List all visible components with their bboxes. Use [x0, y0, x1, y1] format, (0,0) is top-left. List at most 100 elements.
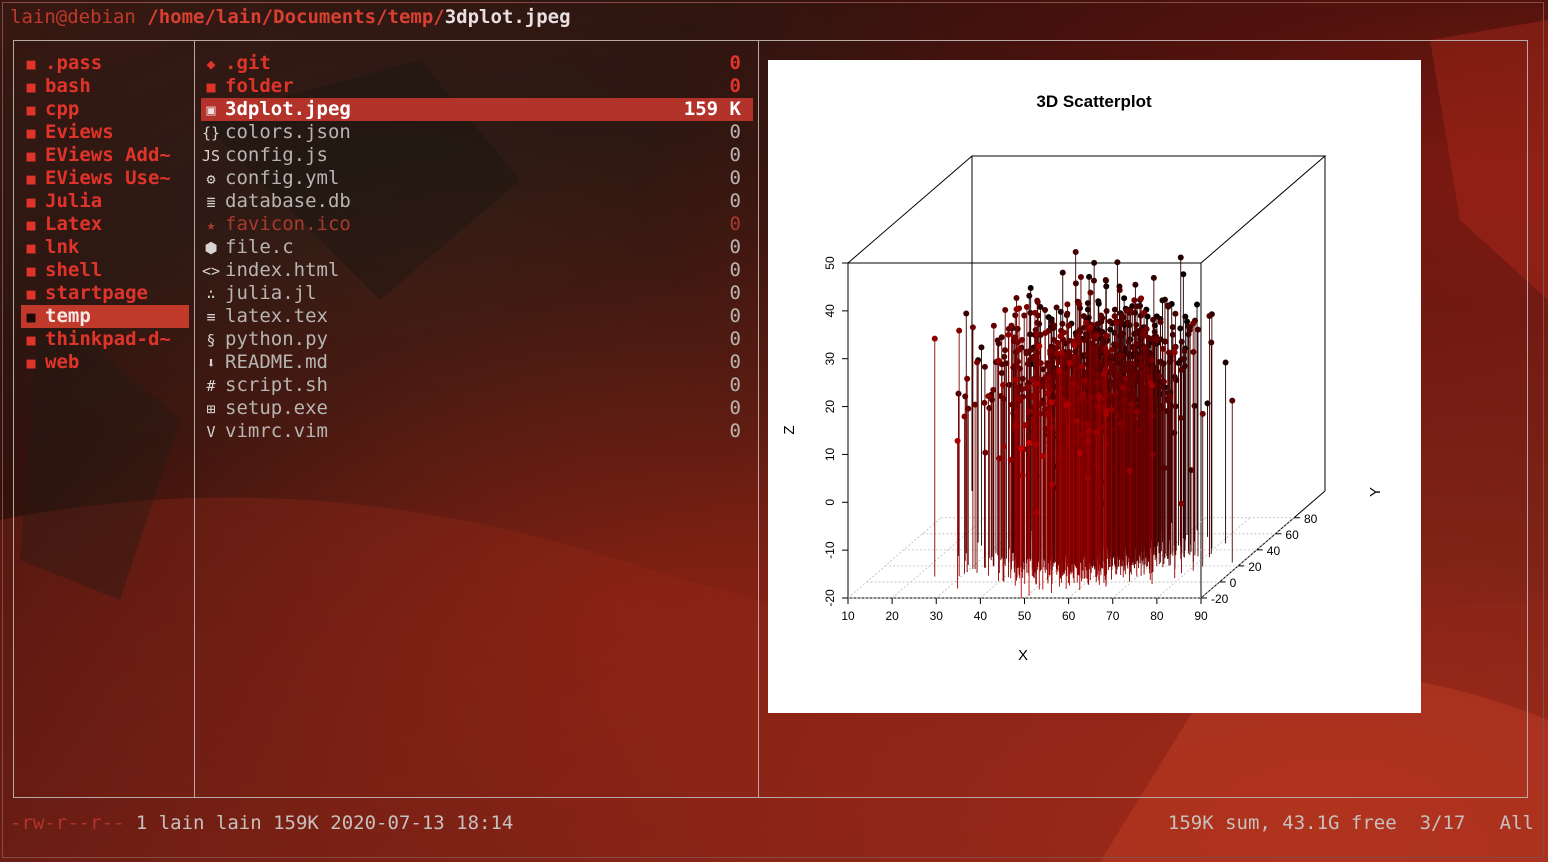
parent-dir-item[interactable]: ■ web	[21, 351, 189, 374]
file-list-item[interactable]: <> index.html 0	[201, 259, 753, 282]
parent-dir-item[interactable]: ■ EViews Add~	[21, 144, 189, 167]
data-point	[1093, 428, 1100, 435]
data-point	[1099, 380, 1106, 387]
title-bar: lain@debian /home/lain/Documents/temp/3d…	[10, 5, 571, 29]
data-point	[1093, 403, 1100, 410]
z-tick-label: 40	[823, 304, 837, 318]
data-point	[1180, 271, 1187, 278]
parent-dir-item[interactable]: ■ temp	[21, 305, 189, 328]
folder-icon: ■	[26, 170, 36, 188]
file-list-item[interactable]: ◆ .git 0	[201, 52, 753, 75]
data-point	[1034, 299, 1041, 306]
file-size: 0	[729, 259, 741, 281]
data-point	[1076, 431, 1083, 438]
parent-dir-item[interactable]: ■ EViews Use~	[21, 167, 189, 190]
parent-dir-item[interactable]: ■ .pass	[21, 52, 189, 75]
file-list-item[interactable]: ⬇ README.md 0	[201, 351, 753, 374]
data-point	[1115, 372, 1122, 379]
data-point	[1051, 322, 1058, 329]
data-point	[1094, 332, 1101, 339]
dir-name: bash	[45, 75, 91, 97]
data-point	[1117, 352, 1124, 359]
data-point	[1079, 391, 1086, 398]
julia-icon: ∴	[206, 285, 216, 303]
file-name: .git	[225, 52, 271, 74]
data-point	[1032, 380, 1039, 387]
data-point	[1190, 320, 1197, 327]
data-point	[981, 399, 988, 406]
parent-dir-item[interactable]: ■ lnk	[21, 236, 189, 259]
parent-dir-item[interactable]: ■ Latex	[21, 213, 189, 236]
user-host: lain@debian	[10, 6, 136, 28]
file-list-item[interactable]: ⬢ file.c 0	[201, 236, 753, 259]
dir-name: temp	[45, 305, 91, 327]
data-point	[1019, 336, 1026, 343]
file-list-item[interactable]: {} colors.json 0	[201, 121, 753, 144]
parent-dir-item[interactable]: ■ startpage	[21, 282, 189, 305]
file-list-item[interactable]: ≡ latex.tex 0	[201, 305, 753, 328]
data-point	[1087, 289, 1094, 296]
parent-dir-item[interactable]: ■ cpp	[21, 98, 189, 121]
parent-directory-list: ■ .pass ■ bash ■ cpp ■ Eviews ■ EViews Add~ ■ EView…	[21, 52, 189, 374]
dir-name: cpp	[45, 98, 80, 120]
parent-dir-item[interactable]: ■ thinkpad-d~	[21, 328, 189, 351]
data-point	[1005, 331, 1012, 338]
file-size: 0	[729, 213, 741, 235]
parent-dir-item[interactable]: ■ Julia	[21, 190, 189, 213]
floor-grid-line	[1200, 517, 1295, 599]
folder-icon: ■	[26, 101, 36, 119]
folder-icon: ■	[26, 308, 36, 326]
parent-dir-item[interactable]: ■ Eviews	[21, 121, 189, 144]
python-icon: §	[206, 331, 216, 349]
file-list-item[interactable]: ⚙ config.yml 0	[201, 167, 753, 190]
data-point	[1117, 420, 1124, 427]
data-point	[1058, 349, 1065, 356]
data-point	[1127, 308, 1134, 315]
data-point	[1050, 429, 1057, 436]
data-point	[1056, 367, 1063, 374]
data-point	[1023, 303, 1030, 310]
file-list-item[interactable]: ▣ 3dplot.jpeg 159 K	[201, 98, 753, 121]
file-list-item[interactable]: ★ favicon.ico 0	[201, 213, 753, 236]
file-list-item[interactable]: JS config.js 0	[201, 144, 753, 167]
data-point	[969, 324, 976, 331]
data-point	[1106, 318, 1113, 325]
file-manager-frame	[13, 40, 1528, 798]
code-icon: <>	[201, 262, 221, 280]
data-point	[1107, 360, 1114, 367]
data-point	[1133, 408, 1140, 415]
dir-name: lnk	[45, 236, 80, 258]
data-point	[997, 392, 1004, 399]
data-point	[1114, 259, 1121, 266]
file-permissions: -rw-r--r--	[10, 812, 125, 834]
data-point	[1095, 298, 1102, 305]
data-point	[1000, 443, 1007, 450]
star-icon: ★	[206, 216, 216, 234]
file-list-item[interactable]: ■ folder 0	[201, 75, 753, 98]
file-list-item[interactable]: ∴ julia.jl 0	[201, 282, 753, 305]
data-point	[1000, 381, 1007, 388]
file-size: 0	[729, 144, 741, 166]
data-point	[1112, 365, 1119, 372]
data-point	[1021, 312, 1028, 319]
data-point	[1076, 301, 1083, 308]
image-preview: 3D Scatterplot 10 20 30 40 50 60 70 80 90 X -20 -10 0…	[768, 60, 1421, 713]
data-point	[1130, 373, 1137, 380]
data-point	[985, 393, 992, 400]
data-point	[1081, 324, 1088, 331]
file-list-item[interactable]: ⊞ setup.exe 0	[201, 397, 753, 420]
dir-name: thinkpad-d~	[45, 328, 171, 350]
data-point	[1054, 339, 1061, 346]
file-list-item[interactable]: § python.py 0	[201, 328, 753, 351]
file-list-item[interactable]: # script.sh 0	[201, 374, 753, 397]
parent-dir-item[interactable]: ■ shell	[21, 259, 189, 282]
data-point	[954, 437, 961, 444]
file-name: database.db	[225, 190, 351, 212]
file-list-item[interactable]: ≣ database.db 0	[201, 190, 753, 213]
file-size: 0	[729, 52, 741, 74]
dir-name: web	[45, 351, 80, 373]
chart-title: 3D Scatterplot	[1036, 92, 1152, 111]
data-point	[1071, 342, 1078, 349]
parent-dir-item[interactable]: ■ bash	[21, 75, 189, 98]
